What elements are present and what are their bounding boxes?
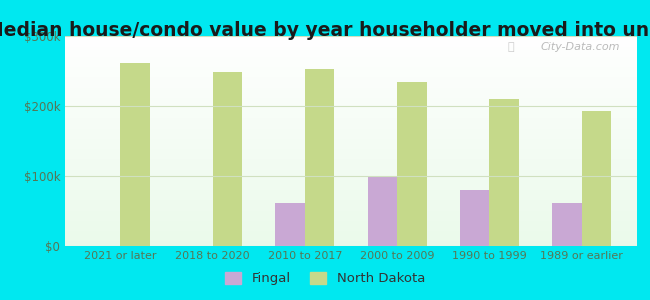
Bar <box>397 82 426 246</box>
Text: City-Data.com: City-Data.com <box>540 42 620 52</box>
Bar <box>120 63 150 246</box>
Text: Median house/condo value by year householder moved into unit: Median house/condo value by year househo… <box>0 21 650 40</box>
Text: Ⓡ: Ⓡ <box>508 42 514 52</box>
Bar <box>460 190 489 246</box>
Legend: Fingal, North Dakota: Fingal, North Dakota <box>220 266 430 290</box>
Bar <box>305 69 334 246</box>
Bar <box>552 202 582 246</box>
Bar <box>489 99 519 246</box>
Bar <box>582 111 611 246</box>
Bar <box>276 202 305 246</box>
Bar <box>368 177 397 246</box>
Bar <box>213 72 242 246</box>
